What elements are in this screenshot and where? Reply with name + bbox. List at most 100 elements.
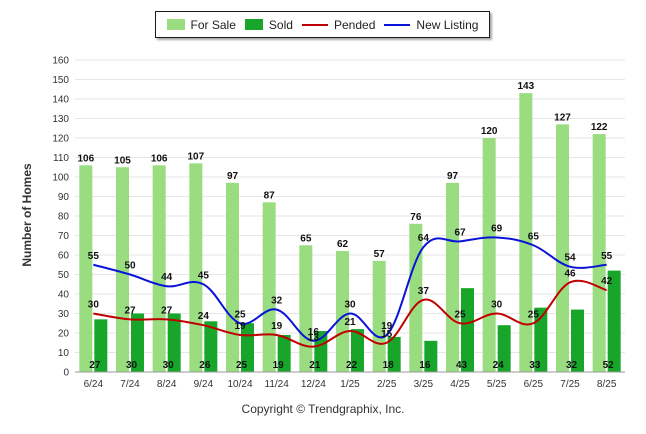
x-tick-label: 12/24 (301, 379, 326, 390)
bar-for-sale (592, 134, 606, 372)
bar-sold (204, 321, 218, 372)
data-label-pended: 21 (344, 317, 356, 328)
bar-for-sale (446, 182, 459, 372)
data-label-for-sale: 97 (447, 171, 459, 182)
data-label-pended: 27 (161, 305, 173, 316)
bar-sold (277, 334, 291, 372)
bar-for-sale (152, 165, 166, 372)
data-label-new-listing: 55 (601, 251, 613, 262)
data-label-new-listing: 64 (418, 233, 430, 244)
data-label-sold: 26 (199, 360, 211, 371)
line-pended (93, 279, 607, 348)
y-tick-label: 120 (52, 134, 69, 145)
legend: For Sale Sold Pended New Listing (155, 11, 490, 38)
data-label-sold: 30 (126, 360, 138, 371)
legend-item-pended[interactable]: Pended (302, 18, 375, 32)
x-tick-label: 8/24 (157, 379, 177, 390)
y-tick-label: 20 (58, 329, 70, 340)
lines (93, 236, 607, 348)
x-tick-label: 5/25 (487, 379, 507, 390)
data-label-sold: 19 (273, 360, 285, 371)
data-label-pended: 24 (198, 311, 210, 322)
bar-for-sale (336, 251, 349, 372)
y-tick-label: 160 (52, 56, 69, 67)
bar-for-sale (262, 202, 276, 372)
data-label-sold: 32 (566, 360, 578, 371)
data-label-new-listing: 32 (271, 296, 283, 307)
bar-for-sale (226, 182, 239, 372)
data-label-pended: 19 (271, 321, 283, 332)
legend-swatch (302, 23, 328, 26)
data-label-new-listing: 25 (234, 309, 246, 320)
data-label-pended: 30 (491, 300, 503, 311)
legend-swatch (166, 19, 185, 30)
x-tick-label: 2/25 (377, 379, 397, 390)
data-labels: 106 27 105 30 106 30 107 26 97 25 87 19 65 21 62 22 57 18… (77, 81, 614, 371)
data-label-pended: 25 (528, 309, 540, 320)
data-label-sold: 18 (383, 360, 395, 371)
data-label-pended: 19 (234, 321, 246, 332)
data-label-for-sale: 106 (77, 153, 94, 164)
data-label-sold: 27 (89, 360, 101, 371)
data-label-pended: 46 (564, 268, 576, 279)
bar-for-sale (409, 223, 423, 372)
x-tick-label: 4/25 (450, 379, 470, 390)
x-tick-label: 6/25 (524, 379, 544, 390)
data-label-pended: 30 (88, 300, 100, 311)
bar-for-sale (189, 163, 203, 372)
bar-sold (387, 336, 401, 372)
data-label-sold: 21 (309, 360, 321, 371)
x-tick-label: 7/25 (560, 379, 580, 390)
bar-sold (351, 329, 364, 372)
data-label-new-listing: 54 (564, 253, 576, 264)
legend-item-new-listing[interactable]: New Listing (384, 18, 478, 32)
x-tick-label: 3/25 (414, 379, 434, 390)
axes: 0 10 20 30 40 50 60 70 80 90 100 110 120 130 140 150 160… (52, 56, 625, 390)
bar-sold (94, 319, 108, 372)
y-tick-label: 40 (58, 290, 70, 301)
data-label-pended: 13 (308, 333, 320, 344)
legend-item-sold[interactable]: Sold (244, 17, 293, 32)
legend-label: For Sale (190, 17, 236, 32)
y-tick-label: 90 (58, 192, 70, 203)
y-tick-label: 70 (58, 231, 70, 242)
bar-for-sale (482, 138, 496, 372)
legend-label: Sold (268, 17, 293, 32)
data-label-sold: 33 (529, 360, 541, 371)
data-label-new-listing: 45 (198, 270, 210, 281)
data-label-new-listing: 50 (124, 261, 136, 272)
x-tick-label: 10/24 (227, 379, 252, 390)
x-tick-label: 11/24 (265, 379, 290, 390)
x-tick-label: 9/24 (194, 379, 214, 390)
data-label-for-sale: 62 (337, 239, 349, 250)
data-label-pended: 42 (601, 276, 613, 287)
y-tick-label: 0 (63, 368, 69, 379)
data-label-sold: 30 (163, 360, 175, 371)
data-label-new-listing: 65 (528, 231, 540, 242)
bar-for-sale (556, 124, 569, 372)
data-label-pended: 27 (124, 305, 136, 316)
bar-for-sale (116, 167, 129, 372)
bar-for-sale (519, 93, 533, 373)
x-tick-label: 1/25 (340, 379, 360, 390)
y-tick-label: 30 (58, 309, 70, 320)
legend-item-for-sale[interactable]: For Sale (166, 17, 236, 32)
data-label-for-sale: 57 (374, 249, 386, 260)
data-label-pended: 37 (418, 286, 430, 297)
data-label-new-listing: 19 (381, 321, 393, 332)
bar-sold (424, 340, 438, 372)
data-label-new-listing: 44 (161, 272, 173, 283)
data-label-sold: 43 (456, 360, 468, 371)
bar-for-sale (299, 245, 313, 372)
y-tick-label: 10 (58, 348, 70, 359)
data-label-for-sale: 106 (151, 153, 168, 164)
y-tick-label: 140 (52, 95, 69, 106)
grid (75, 59, 625, 373)
data-label-new-listing: 55 (88, 251, 100, 262)
data-label-sold: 25 (236, 360, 248, 371)
data-label-new-listing: 30 (344, 300, 356, 311)
y-tick-label: 110 (53, 153, 69, 164)
bars (79, 93, 621, 373)
y-tick-label: 80 (58, 212, 70, 223)
